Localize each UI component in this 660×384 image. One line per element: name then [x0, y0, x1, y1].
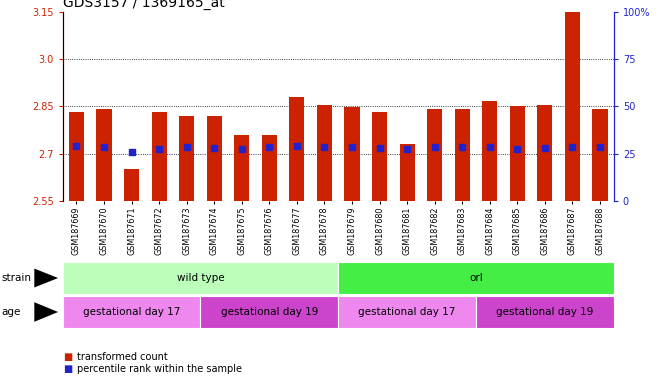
Bar — [96, 109, 112, 201]
Point — [540, 145, 550, 151]
Point — [154, 146, 164, 152]
Text: age: age — [1, 307, 20, 317]
Point — [374, 145, 385, 151]
Bar — [289, 97, 304, 201]
Bar — [537, 104, 552, 201]
Point — [99, 144, 110, 150]
Bar — [69, 113, 84, 201]
Point — [71, 142, 82, 149]
Bar — [593, 109, 608, 201]
Text: gestational day 19: gestational day 19 — [220, 307, 318, 317]
Point — [319, 144, 330, 150]
Bar — [338, 296, 476, 328]
Point — [126, 149, 137, 155]
Bar — [338, 262, 614, 294]
Bar — [482, 101, 498, 201]
Bar — [455, 109, 470, 201]
Bar — [152, 113, 167, 201]
Point — [236, 146, 247, 152]
Point — [209, 145, 220, 151]
Point — [346, 144, 357, 150]
Bar — [372, 113, 387, 201]
Text: orl: orl — [469, 273, 483, 283]
Point — [292, 142, 302, 149]
Point — [182, 144, 192, 150]
Text: transformed count: transformed count — [77, 352, 168, 362]
Text: strain: strain — [1, 273, 31, 283]
Point — [484, 144, 495, 150]
Bar — [201, 296, 338, 328]
Bar — [207, 116, 222, 201]
Text: wild type: wild type — [177, 273, 224, 283]
Text: ■: ■ — [63, 364, 72, 374]
Point — [512, 146, 523, 152]
Point — [264, 144, 275, 150]
Bar — [510, 106, 525, 201]
Text: gestational day 19: gestational day 19 — [496, 307, 593, 317]
Bar — [63, 296, 201, 328]
Text: GDS3157 / 1369165_at: GDS3157 / 1369165_at — [63, 0, 224, 10]
Bar — [476, 296, 614, 328]
Point — [567, 144, 578, 150]
Bar — [317, 104, 332, 201]
Point — [430, 144, 440, 150]
Bar — [124, 169, 139, 201]
Text: gestational day 17: gestational day 17 — [83, 307, 180, 317]
Bar — [63, 262, 338, 294]
Text: percentile rank within the sample: percentile rank within the sample — [77, 364, 242, 374]
Bar — [234, 134, 249, 201]
Text: gestational day 17: gestational day 17 — [358, 307, 456, 317]
Bar — [565, 0, 580, 201]
Bar — [345, 107, 360, 201]
Point — [595, 144, 605, 150]
Text: ■: ■ — [63, 352, 72, 362]
Bar — [179, 116, 194, 201]
Point — [457, 144, 467, 150]
Point — [402, 146, 412, 152]
Bar — [427, 109, 442, 201]
Bar — [399, 144, 414, 201]
Bar — [262, 134, 277, 201]
